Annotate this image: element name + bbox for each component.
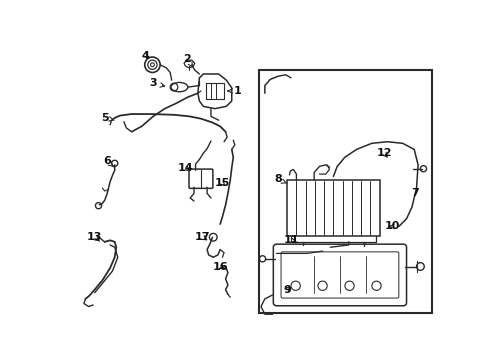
Text: 7: 7 bbox=[410, 188, 418, 198]
Text: 9: 9 bbox=[283, 285, 290, 294]
Text: 4: 4 bbox=[142, 50, 149, 60]
Text: 8: 8 bbox=[273, 175, 286, 184]
Text: 16: 16 bbox=[212, 261, 227, 271]
Text: 5: 5 bbox=[101, 113, 114, 123]
Text: 3: 3 bbox=[149, 78, 164, 88]
Text: 17: 17 bbox=[194, 232, 210, 242]
Text: 6: 6 bbox=[103, 156, 114, 167]
Text: 11: 11 bbox=[284, 235, 299, 245]
Text: 10: 10 bbox=[384, 221, 399, 231]
Text: 15: 15 bbox=[214, 178, 230, 188]
Text: 13: 13 bbox=[87, 232, 102, 242]
Text: 2: 2 bbox=[183, 54, 192, 67]
Text: 14: 14 bbox=[177, 163, 193, 173]
Text: 12: 12 bbox=[376, 148, 391, 158]
Text: 1: 1 bbox=[227, 86, 241, 96]
Bar bbox=[258, 70, 431, 313]
Bar bbox=[286, 180, 379, 236]
